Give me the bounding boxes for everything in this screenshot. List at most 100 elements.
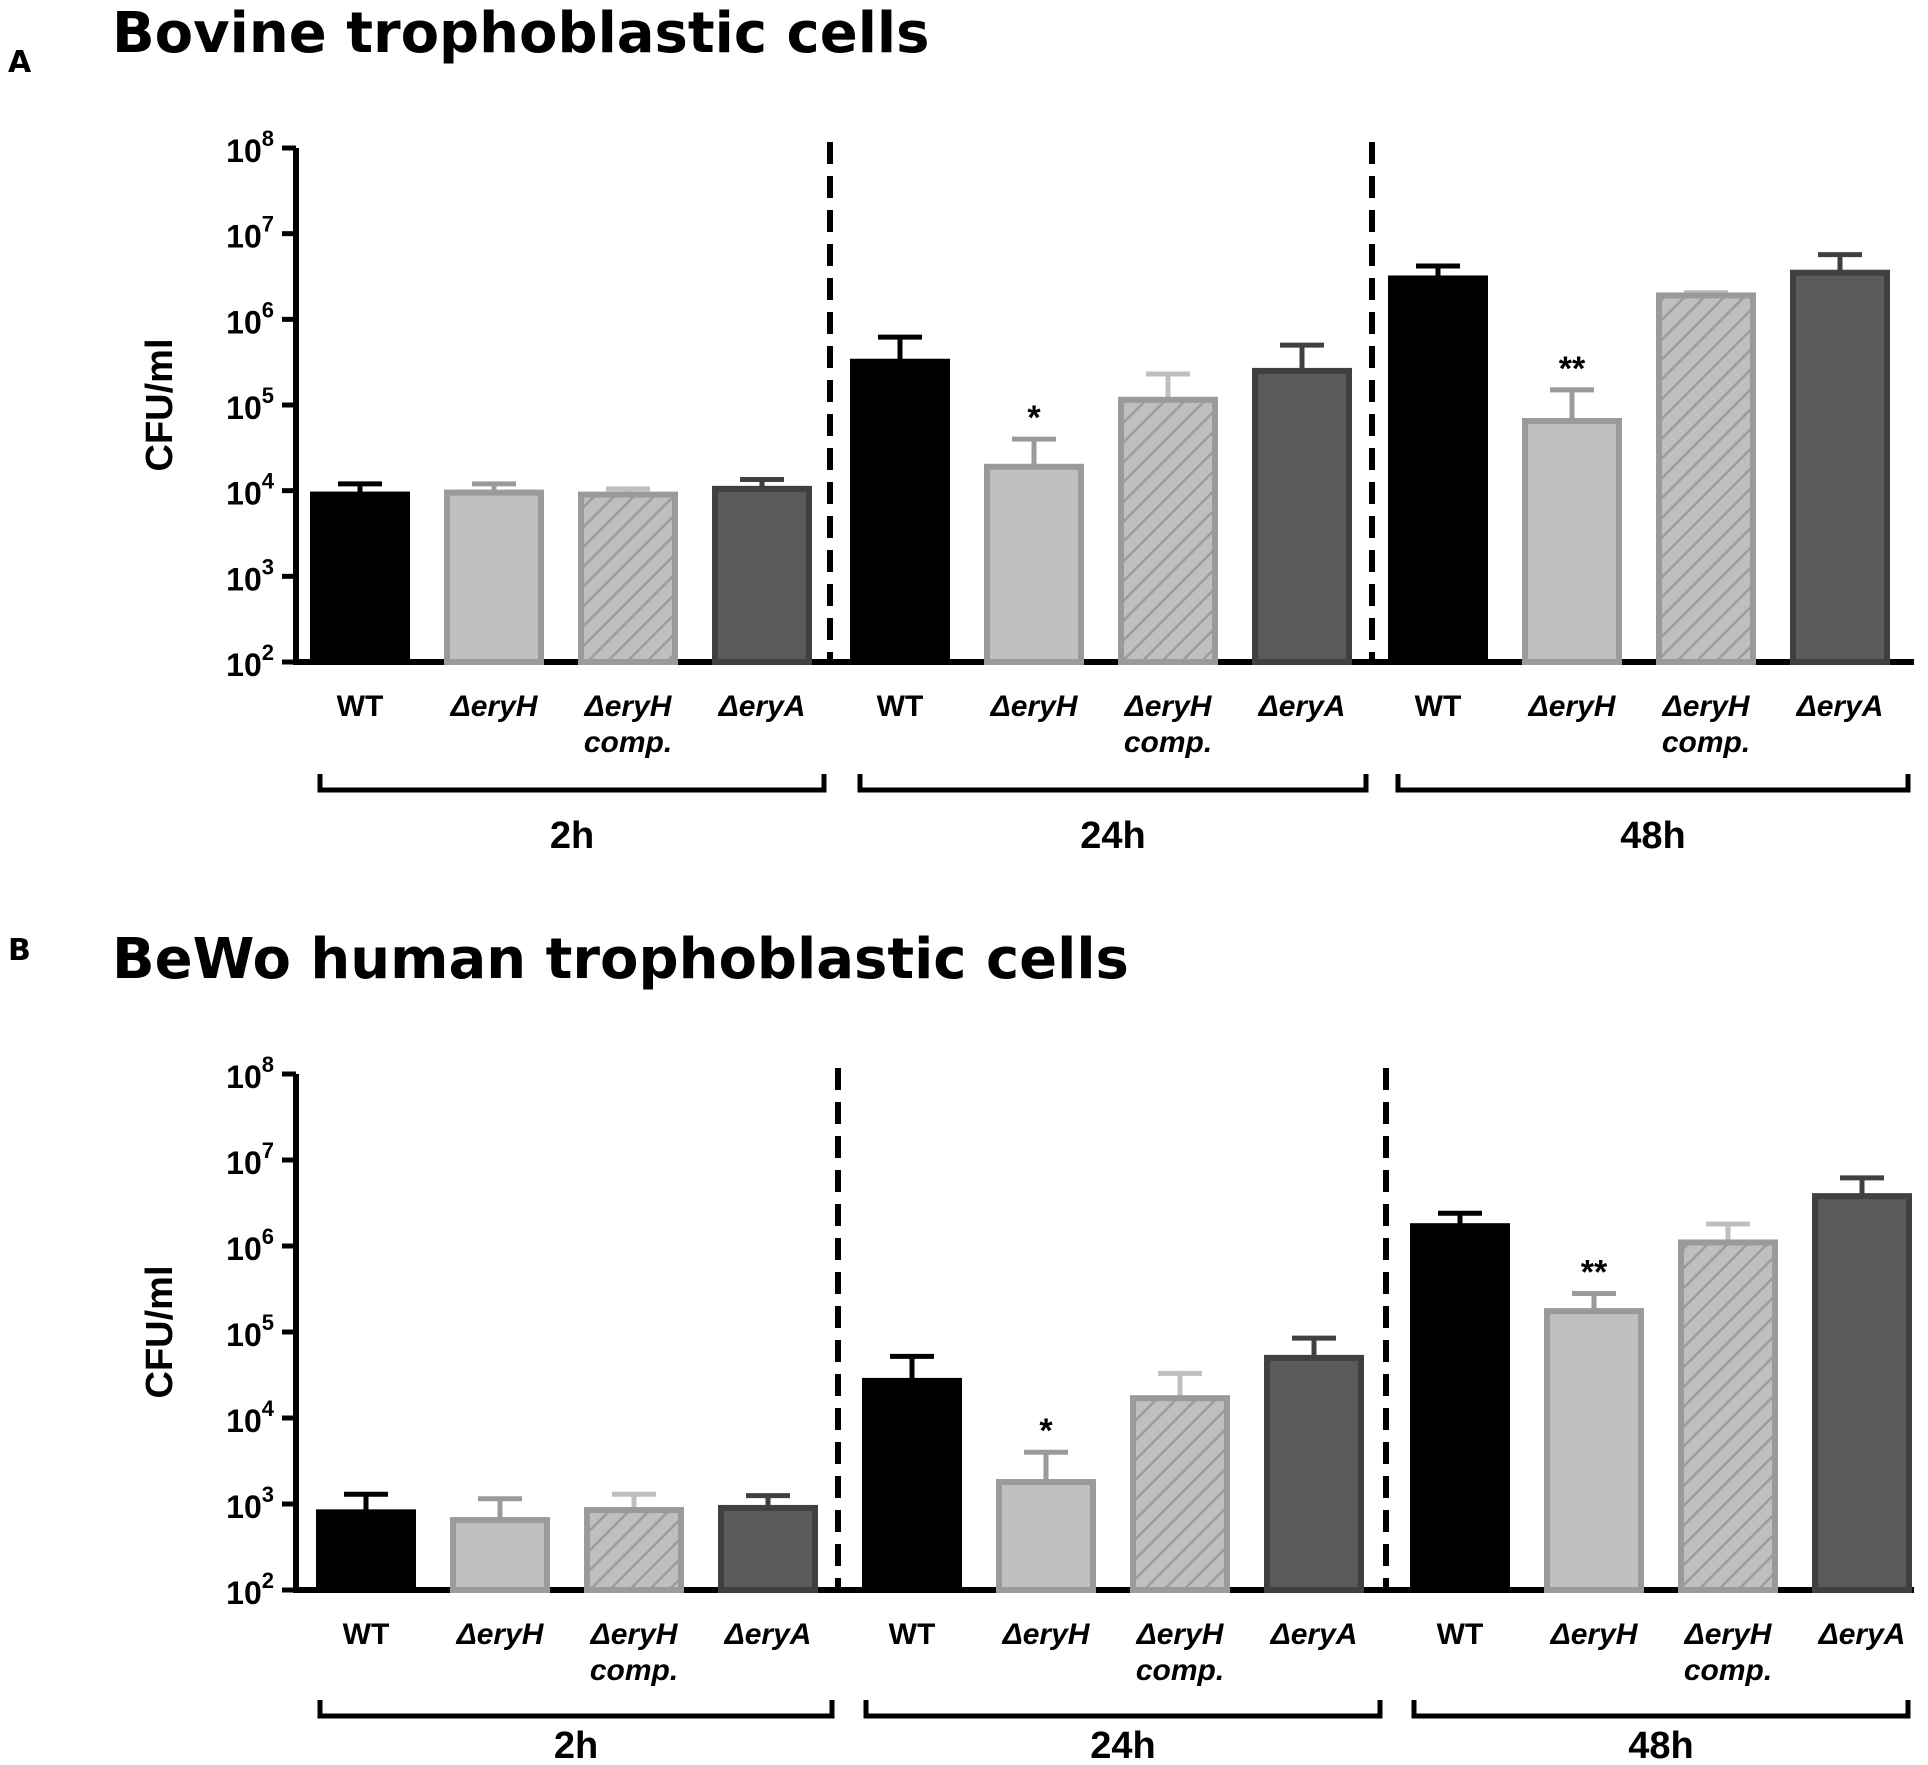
x-category-label: ΔeryA	[724, 1618, 812, 1651]
bar	[1656, 292, 1756, 665]
x-category-label: ΔeryH	[456, 1618, 545, 1651]
x-category-label-line2: comp.	[1136, 1654, 1224, 1687]
y-tick-exponent: 8	[262, 1052, 274, 1077]
group-bracket	[317, 1700, 835, 1719]
y-tick-exponent: 2	[262, 640, 274, 665]
x-category-label: ΔeryA	[1796, 690, 1884, 723]
y-tick-label: 108	[226, 126, 274, 169]
significance-marker: **	[1559, 350, 1586, 388]
bar	[1252, 367, 1352, 665]
y-tick-base: 10	[226, 561, 262, 597]
y-tick-exponent: 3	[262, 554, 274, 579]
group-label: 24h	[1080, 815, 1145, 857]
x-category-label-line2: comp.	[590, 1654, 678, 1687]
group-bracket	[857, 774, 1369, 793]
bar	[1812, 1193, 1912, 1593]
group-label: 48h	[1628, 1725, 1693, 1765]
bar	[1790, 269, 1890, 665]
group-label: 24h	[1090, 1725, 1155, 1765]
y-tick-label: 106	[226, 1224, 274, 1267]
bar	[1410, 1223, 1510, 1593]
bar	[996, 1479, 1096, 1593]
y-tick-base: 10	[226, 1231, 262, 1267]
x-category-label: WT	[889, 1618, 936, 1651]
x-category-label-line2: comp.	[1124, 726, 1212, 759]
chart-title: Bovine trophoblastic cells	[112, 1, 929, 66]
y-tick-base: 10	[226, 1575, 262, 1611]
y-tick-base: 10	[226, 1059, 262, 1095]
x-category-label: ΔeryH	[1002, 1618, 1091, 1651]
y-tick-label: 102	[226, 640, 274, 683]
bar	[862, 1377, 962, 1593]
y-tick-base: 10	[226, 1489, 262, 1525]
y-tick-exponent: 4	[262, 1396, 275, 1421]
bar	[444, 489, 544, 665]
y-axis-label: CFU/ml	[139, 1266, 181, 1399]
y-tick-label: 105	[226, 383, 274, 426]
y-tick-label: 104	[226, 469, 275, 512]
x-category-label: ΔeryH	[1662, 690, 1751, 723]
group-bracket	[863, 1700, 1383, 1719]
y-tick-label: 104	[226, 1396, 275, 1439]
x-category-label-line2: comp.	[584, 726, 672, 759]
bar	[450, 1517, 550, 1594]
x-category-label: ΔeryA	[1270, 1618, 1358, 1651]
y-tick-label: 107	[226, 212, 274, 255]
y-tick-exponent: 8	[262, 126, 274, 151]
bar	[584, 1507, 684, 1593]
x-category-label: ΔeryH	[590, 1618, 679, 1651]
y-tick-exponent: 5	[262, 1310, 274, 1335]
y-tick-label: 103	[226, 1482, 274, 1525]
significance-marker: **	[1581, 1254, 1608, 1292]
group-label: 48h	[1620, 815, 1685, 857]
x-category-label: ΔeryH	[1528, 690, 1617, 723]
group-bracket	[1395, 774, 1911, 793]
bar	[1118, 396, 1218, 665]
y-tick-exponent: 6	[262, 297, 274, 322]
x-category-label: WT	[337, 690, 384, 723]
x-category-label: WT	[343, 1618, 390, 1651]
panel-a: A Bovine trophoblastic cellsCFU/ml1081071…	[8, 1, 1914, 857]
x-category-label: ΔeryH	[990, 690, 1079, 723]
y-tick-base: 10	[226, 133, 262, 169]
group-bracket	[317, 774, 827, 793]
x-category-label: ΔeryA	[718, 690, 806, 723]
panel-label: B	[8, 933, 31, 968]
x-category-label: ΔeryH	[1684, 1618, 1773, 1651]
y-tick-exponent: 7	[262, 212, 274, 237]
bar	[1544, 1308, 1644, 1594]
x-category-label: WT	[877, 690, 924, 723]
y-tick-base: 10	[226, 1403, 262, 1439]
bar	[578, 491, 678, 665]
y-axis-label: CFU/ml	[139, 339, 181, 472]
x-category-label: ΔeryH	[584, 690, 673, 723]
y-tick-exponent: 3	[262, 1482, 274, 1507]
panel-b: B BeWo human trophoblastic cellsCFU/ml108…	[8, 927, 1914, 1765]
significance-marker: *	[1027, 399, 1041, 437]
bar	[1678, 1239, 1778, 1593]
y-tick-base: 10	[226, 476, 262, 512]
y-tick-exponent: 2	[262, 1568, 274, 1593]
y-tick-label: 108	[226, 1052, 274, 1095]
x-category-label: ΔeryH	[1136, 1618, 1225, 1651]
bar	[1522, 418, 1622, 666]
x-category-label: ΔeryH	[1124, 690, 1213, 723]
bar	[316, 1509, 416, 1593]
y-tick-base: 10	[226, 219, 262, 255]
y-tick-label: 106	[226, 297, 274, 340]
x-category-label-line2: comp.	[1662, 726, 1750, 759]
x-category-label: ΔeryH	[1550, 1618, 1639, 1651]
x-category-label-line2: comp.	[1684, 1654, 1772, 1687]
y-tick-exponent: 5	[262, 383, 274, 408]
y-tick-label: 105	[226, 1310, 274, 1353]
y-tick-label: 107	[226, 1138, 274, 1181]
x-category-label: ΔeryH	[450, 690, 539, 723]
y-tick-base: 10	[226, 1317, 262, 1353]
bar	[712, 485, 812, 665]
panel-label: A	[8, 45, 32, 80]
x-category-label: ΔeryA	[1818, 1618, 1906, 1651]
y-tick-base: 10	[226, 390, 262, 426]
bar	[310, 491, 410, 665]
x-category-label: WT	[1437, 1618, 1484, 1651]
